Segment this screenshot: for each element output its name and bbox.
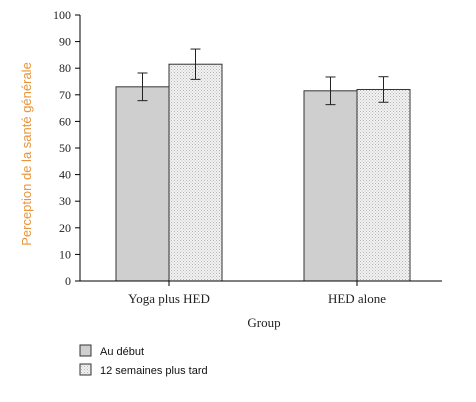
bar-au-debut-hed-alone (303, 90, 358, 282)
y-tick-label: 0 (65, 274, 71, 288)
y-tick-label: 60 (59, 114, 71, 128)
legend: Au début 12 semaines plus tard (79, 344, 208, 377)
legend-label-12-semaines: 12 semaines plus tard (100, 365, 208, 377)
legend-swatch-au-debut (79, 344, 92, 357)
bars (115, 48, 411, 282)
y-tick-label: 10 (59, 247, 71, 261)
x-axis-title: Group (247, 315, 280, 330)
y-tick-label: 100 (53, 8, 71, 22)
y-tick-label: 20 (59, 221, 71, 235)
legend-item-12-semaines: 12 semaines plus tard (79, 363, 208, 377)
x-category-label: Yoga plus HED (128, 291, 210, 306)
y-tick-label: 40 (59, 168, 71, 182)
y-tick-label: 80 (59, 61, 71, 75)
legend-label-au-debut: Au début (100, 346, 144, 358)
x-category-label: HED alone (328, 291, 386, 306)
bar-12-semaines-yoga-plus-hed (168, 63, 223, 282)
y-tick-label: 30 (59, 194, 71, 208)
legend-swatch-12-semaines (79, 363, 92, 376)
y-tick-label: 50 (59, 141, 71, 155)
bar-12-semaines-hed-alone (356, 88, 411, 282)
legend-item-au-debut: Au début (79, 344, 144, 358)
y-axis-title: Perception de la santé générale (19, 62, 34, 246)
y-tick-label: 90 (59, 35, 71, 49)
bar-au-debut-yoga-plus-hed (115, 86, 170, 282)
x-axis: Yoga plus HED HED alone (80, 280, 442, 306)
y-axis: 0 10 20 30 40 50 60 70 80 90 100 (53, 8, 81, 288)
y-tick-label: 70 (59, 88, 71, 102)
